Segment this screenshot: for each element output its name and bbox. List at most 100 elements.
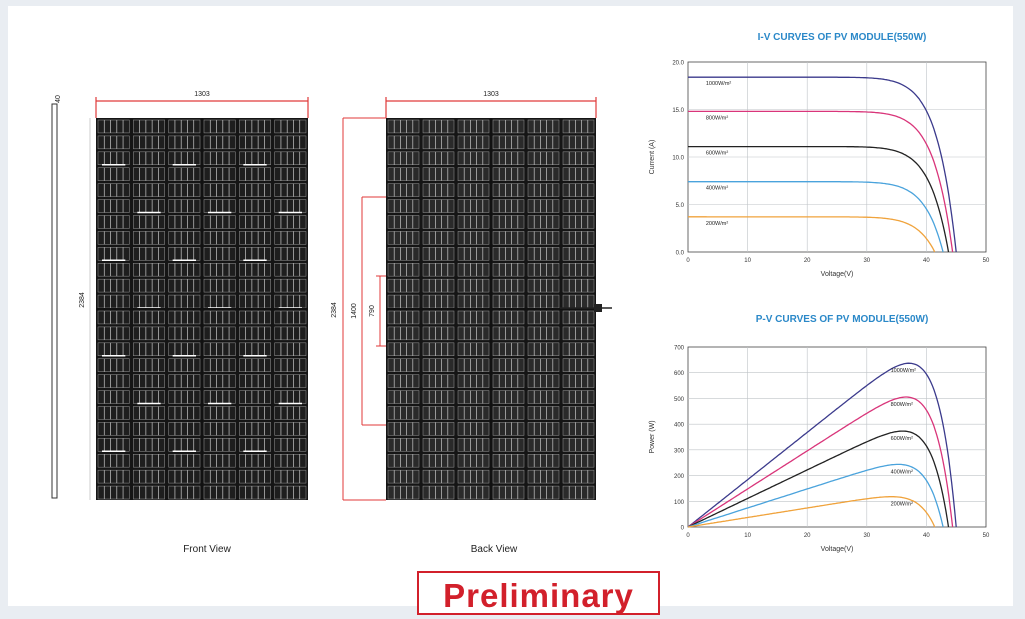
series-line-4	[687, 463, 944, 528]
cell	[422, 247, 455, 261]
cell	[457, 358, 490, 372]
cell	[203, 183, 236, 197]
cell	[203, 454, 236, 468]
cell	[274, 310, 307, 325]
cell	[387, 199, 420, 213]
x-tick-label: 40	[923, 258, 930, 264]
cell	[133, 151, 165, 165]
cell	[387, 485, 420, 500]
cell	[133, 469, 165, 484]
cell	[527, 374, 560, 388]
cell	[203, 278, 236, 293]
front-view-label: Front View	[183, 544, 231, 555]
x-tick-label: 0	[686, 533, 690, 539]
cell	[133, 406, 165, 420]
cell	[97, 167, 130, 181]
cell	[97, 183, 130, 197]
cell	[168, 135, 201, 150]
cell	[527, 247, 560, 261]
cell	[422, 310, 455, 325]
x-tick-label: 0	[686, 258, 690, 264]
cell	[492, 247, 525, 261]
cell	[274, 454, 307, 468]
cell	[562, 215, 595, 229]
cell	[387, 263, 420, 277]
cell	[527, 485, 560, 500]
front-height-dimension: 2384	[79, 292, 86, 308]
cell	[457, 199, 490, 213]
cell	[562, 326, 595, 341]
cell	[168, 263, 201, 277]
cell	[492, 183, 525, 197]
series-label-5: 200W/m²	[891, 502, 913, 508]
cell	[387, 231, 420, 245]
cell	[457, 119, 490, 134]
series-line-1	[688, 76, 957, 253]
cell	[422, 342, 455, 357]
iv-chart-title: I-V CURVES OF PV MODULE(550W)	[758, 32, 927, 43]
series-label-1: 1000W/m²	[891, 368, 917, 374]
cell	[422, 167, 455, 181]
cell	[387, 326, 420, 341]
cell	[239, 231, 271, 245]
cell	[422, 278, 455, 293]
cell	[387, 167, 420, 181]
x-tick-label: 40	[923, 533, 930, 539]
y-tick-label: 400	[674, 423, 685, 429]
cell	[387, 135, 420, 150]
cell	[274, 167, 307, 181]
cell	[492, 119, 525, 134]
cell	[457, 390, 490, 404]
cell	[133, 247, 165, 261]
cell	[562, 358, 595, 372]
cell	[133, 422, 165, 436]
cell	[387, 406, 420, 420]
cell	[527, 215, 560, 229]
cell	[422, 358, 455, 372]
cell	[527, 119, 560, 134]
y-axis-label: Current (A)	[649, 140, 656, 175]
cell	[97, 422, 130, 436]
iv-chart: 0.0 5.0 10.0 15.0 20.0 0 10 20 30 40 50 Voltage(V) C…	[649, 61, 990, 279]
cell	[492, 358, 525, 372]
cell	[203, 247, 236, 261]
series-label-2: 800W/m²	[706, 115, 728, 121]
cell	[457, 310, 490, 325]
cell	[492, 374, 525, 388]
cell	[239, 422, 271, 436]
back-height-dimension: 2384	[331, 302, 338, 318]
y-tick-label: 10.0	[672, 156, 684, 162]
cell	[562, 438, 595, 452]
series-label-2: 800W/m²	[891, 402, 913, 408]
cell	[203, 231, 236, 245]
cell	[527, 358, 560, 372]
mount-inner-dimension: 790	[369, 305, 376, 317]
cell	[457, 183, 490, 197]
cell	[457, 469, 490, 484]
cell	[562, 278, 595, 293]
cell	[133, 374, 165, 388]
cell	[387, 278, 420, 293]
cell	[387, 151, 420, 165]
cell	[97, 263, 130, 277]
cell	[492, 135, 525, 150]
cell	[203, 374, 236, 388]
cell	[168, 183, 201, 197]
cell	[457, 215, 490, 229]
y-axis-label: Power (W)	[649, 420, 656, 453]
cell	[562, 247, 595, 261]
cell	[422, 485, 455, 500]
cell	[274, 469, 307, 484]
cell	[97, 326, 130, 341]
y-tick-label: 0.0	[676, 251, 685, 257]
cell	[97, 390, 130, 404]
cell	[97, 119, 130, 134]
cell	[274, 422, 307, 436]
cell	[457, 167, 490, 181]
cell	[274, 278, 307, 293]
cell	[457, 151, 490, 165]
cell	[168, 469, 201, 484]
cell	[422, 199, 455, 213]
cell	[562, 342, 595, 357]
